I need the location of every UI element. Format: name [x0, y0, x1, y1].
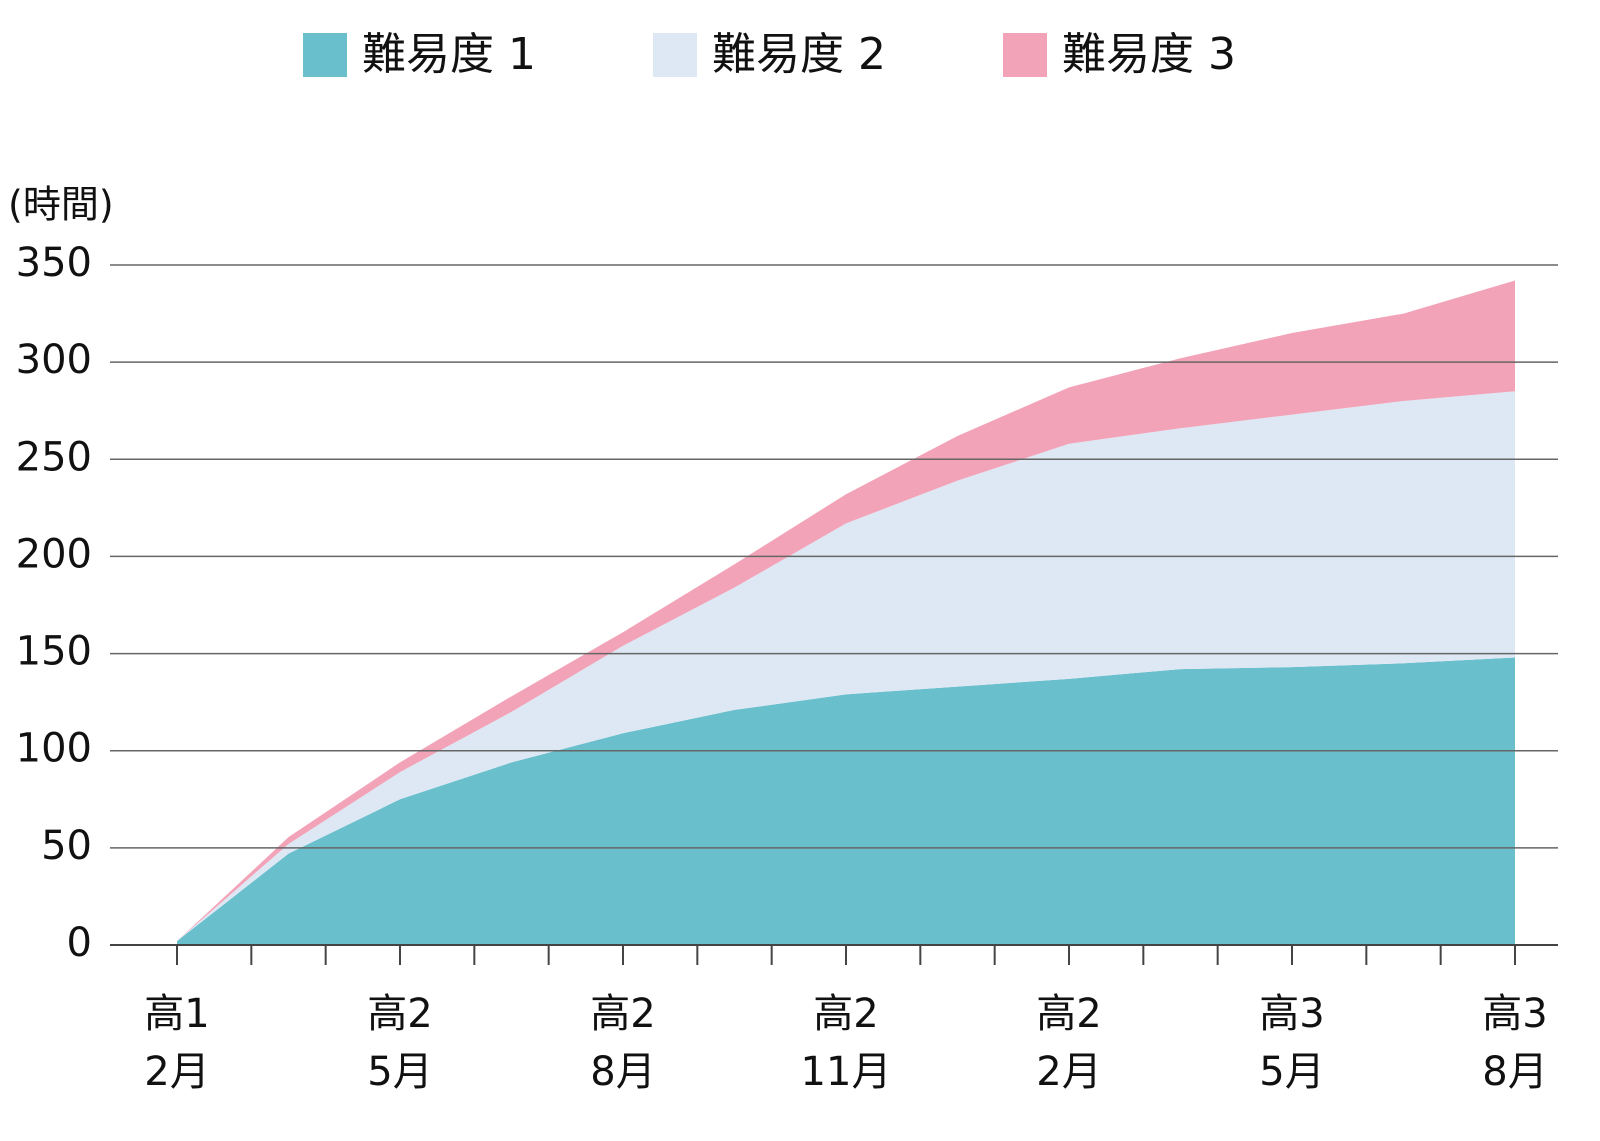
legend-label: 難易度 2 — [712, 29, 886, 80]
x-tick-label: 高2 5月 — [367, 991, 433, 1095]
y-tick-label: 50 — [41, 823, 92, 869]
x-tick-label: 高3 8月 — [1482, 991, 1548, 1095]
legend-swatch — [1003, 33, 1047, 77]
y-tick-label: 100 — [16, 726, 92, 772]
x-tick-label: 高1 2月 — [144, 991, 210, 1095]
y-axis-label: (時間) — [8, 183, 114, 227]
y-tick-label: 150 — [16, 629, 92, 675]
x-tick-label: 高2 8月 — [590, 991, 656, 1095]
area — [177, 280, 1515, 942]
y-tick-label: 0 — [67, 920, 92, 966]
y-tick-label: 300 — [16, 337, 92, 383]
y-tick-label: 200 — [16, 531, 92, 577]
legend-swatch — [303, 33, 347, 77]
x-tick-label: 高3 5月 — [1259, 991, 1325, 1095]
x-tick-label: 高2 11月 — [800, 991, 892, 1095]
x-tick-label: 高2 2月 — [1036, 991, 1102, 1095]
y-tick-label: 350 — [16, 240, 92, 286]
area — [177, 657, 1515, 945]
area — [177, 391, 1515, 942]
y-tick-label: 250 — [16, 434, 92, 480]
legend-label: 難易度 3 — [1062, 29, 1236, 80]
legend-label: 難易度 1 — [362, 29, 536, 80]
legend-swatch — [653, 33, 697, 77]
